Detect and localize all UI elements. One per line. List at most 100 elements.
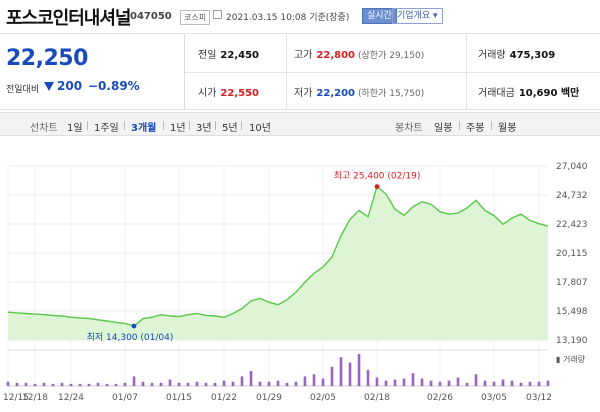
- candle-chart-label: 봉차트: [395, 123, 423, 134]
- volume-bar: [438, 381, 442, 386]
- volume-bar: [483, 380, 487, 386]
- volume-bar: [465, 382, 469, 386]
- volume-bar: [447, 380, 451, 386]
- period-separator: [241, 121, 242, 130]
- candle-monthly[interactable]: 월봉: [498, 123, 517, 134]
- volume-bar: [132, 376, 136, 386]
- volume-bar: [60, 382, 64, 386]
- stock-header: 포스코인터내셔널 047050 코스피 2021.03.15 10:08 기준(…: [0, 0, 600, 34]
- volume: 거래량 475,309: [478, 50, 556, 61]
- volume-bar: [177, 382, 181, 386]
- volume-bar: [519, 382, 523, 386]
- price-line: [7, 185, 549, 327]
- x-tick-label: 03/05: [481, 393, 507, 403]
- volume-bar: [87, 383, 91, 386]
- volume-bar: [222, 380, 226, 386]
- volume-bar: [321, 378, 325, 386]
- candle-weekly[interactable]: 주봉: [466, 123, 485, 134]
- y-tick-label: 13,190: [556, 336, 588, 346]
- volume-bar: [213, 382, 217, 386]
- volume-bar: [258, 381, 262, 386]
- stock-code: 047050: [130, 11, 172, 22]
- volume-bar: [537, 381, 541, 386]
- y-tick-label: 24,732: [556, 191, 588, 201]
- low-label: 최저 14,300 (01/04): [87, 332, 174, 343]
- x-tick-label: 01/15: [166, 393, 192, 403]
- volume-bar: [114, 383, 118, 386]
- volume-bar: [195, 381, 199, 386]
- candle-separator: [459, 121, 460, 130]
- volume-bar: [528, 381, 532, 386]
- volume-bar: [366, 370, 370, 386]
- period-1y[interactable]: 1년: [170, 123, 186, 134]
- price-area: [8, 186, 548, 340]
- candle-daily[interactable]: 일봉: [434, 123, 453, 134]
- price-box: 22,250 전일대비 200 −0.89%: [0, 34, 185, 110]
- volume-label: ▮ 거래량: [556, 354, 586, 364]
- x-tick-label: 12/18: [22, 393, 48, 403]
- day-low: 저가 22,200 (하한가 15,750): [294, 88, 425, 99]
- y-tick-label: 22,423: [556, 220, 588, 230]
- volume-bar: [339, 357, 343, 386]
- volume-bar: [420, 378, 424, 386]
- period-separator: [124, 121, 125, 130]
- volume-bar: [204, 382, 208, 386]
- volume-bar: [42, 382, 46, 386]
- volume-bar: [33, 383, 37, 386]
- volume-bar: [24, 382, 28, 386]
- x-tick-label: 02/05: [310, 393, 336, 403]
- period-1w[interactable]: 1주일: [94, 123, 119, 134]
- current-price: 22,250: [6, 46, 88, 71]
- volume-bar: [15, 382, 19, 386]
- volume-bar: [141, 381, 145, 386]
- period-1d[interactable]: 1일: [67, 123, 83, 134]
- candle-separator: [491, 121, 492, 130]
- volume-bar: [168, 379, 172, 386]
- y-tick-label: 20,115: [556, 249, 588, 259]
- volume-bar: [429, 380, 433, 386]
- period-10y[interactable]: 10년: [249, 123, 271, 134]
- period-separator: [163, 121, 164, 130]
- high-label: 최고 25,400 (02/19): [334, 171, 421, 182]
- volume-bar: [492, 381, 496, 386]
- volume-bar: [411, 373, 415, 386]
- column-divider: [466, 34, 467, 110]
- open-price: 시가 22,550: [198, 88, 259, 99]
- period-bar: 선차트 1일 1주일 3개월 1년 3년 5년 10년 봉차트 일봉 주봉 월봉: [0, 112, 600, 136]
- volume-bar: [267, 381, 271, 386]
- volume-bar: [357, 354, 361, 386]
- volume-bar: [348, 362, 352, 386]
- high-marker: [374, 184, 380, 190]
- volume-bar: [69, 383, 73, 386]
- period-3y[interactable]: 3년: [196, 123, 212, 134]
- volume-bar: [303, 376, 307, 386]
- volume-bar: [393, 379, 397, 386]
- change-value: 200: [57, 79, 83, 93]
- change-label: 전일대비: [6, 85, 40, 95]
- company-overview-dropdown[interactable]: 기업개요 ▾: [392, 8, 443, 24]
- volume-bar: [312, 374, 316, 386]
- volume-bar: [240, 376, 244, 386]
- volume-bar: [231, 381, 235, 386]
- volume-bar: [510, 380, 514, 386]
- volume-bar: [51, 383, 55, 386]
- y-tick-label: 15,498: [556, 307, 588, 317]
- period-separator: [87, 121, 88, 130]
- volume-bar: [375, 377, 379, 386]
- period-3m[interactable]: 3개월: [131, 123, 157, 134]
- volume-bar: [546, 380, 550, 386]
- period-separator: [215, 121, 216, 130]
- x-tick-label: 12/15: [3, 393, 29, 403]
- x-tick-label: 02/18: [364, 393, 390, 403]
- change-percent: −0.89%: [88, 79, 140, 93]
- low-marker: [131, 323, 137, 329]
- realtime-button[interactable]: 실시간: [362, 8, 397, 24]
- market-badge: 코스피: [180, 10, 211, 25]
- period-5y[interactable]: 5년: [222, 123, 238, 134]
- prev-close: 전일 22,450: [198, 50, 259, 61]
- x-tick-label: 01/22: [211, 393, 237, 403]
- x-tick-label: 02/26: [427, 393, 453, 403]
- volume-bar: [159, 382, 163, 386]
- down-triangle-icon: [44, 82, 54, 91]
- x-tick-label: 01/29: [256, 393, 282, 403]
